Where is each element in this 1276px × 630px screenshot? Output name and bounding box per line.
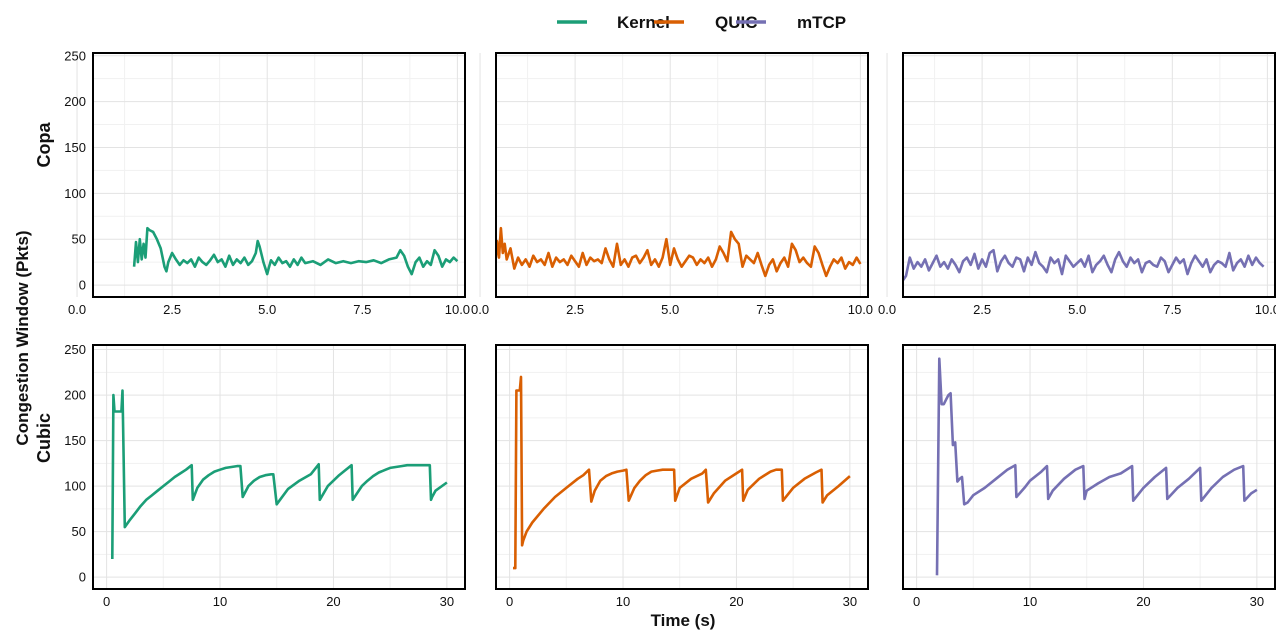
series-line-mtcp — [935, 357, 1258, 576]
y-tick-label: 200 — [64, 94, 86, 109]
x-tick-label: 0 — [913, 594, 920, 609]
panel-copa-quic: 0.0 2.5 5.0 7.5 10.0 — [471, 52, 873, 317]
y-tick-label: 200 — [64, 388, 86, 403]
y-tick-label: 50 — [72, 524, 86, 539]
x-tick-label: 20 — [1136, 594, 1150, 609]
panel-frame — [902, 52, 1276, 298]
x-tick-label: 20 — [326, 594, 340, 609]
row-label-copa: Copa — [34, 122, 54, 168]
x-tick-label: 7.5 — [1163, 302, 1181, 317]
x-axis-title: Time (s) — [651, 611, 716, 630]
x-tick-label: 7.5 — [756, 302, 774, 317]
y-tick-label: 250 — [64, 342, 86, 357]
x-tick-label: 10.0 — [1255, 302, 1276, 317]
x-tick-label: 0.0 — [878, 302, 896, 317]
x-tick-label: 7.5 — [353, 302, 371, 317]
x-tick-label: 10 — [213, 594, 227, 609]
legend: Kernel QUIC mTCP — [557, 13, 846, 32]
panel-copa-mtcp: 0.0 2.5 5.0 7.5 10.0 — [878, 52, 1276, 317]
x-tick-label: 5.0 — [661, 302, 679, 317]
x-tick-label: 10.0 — [848, 302, 873, 317]
y-tick-label: 150 — [64, 140, 86, 155]
x-tick-label: 5.0 — [1068, 302, 1086, 317]
panel-cubic-kernel: 0 10 20 30 0 50 100 150 200 250 — [64, 342, 466, 609]
series-line-quic — [496, 226, 862, 278]
x-tick-label: 0.0 — [471, 302, 489, 317]
y-tick-label: 100 — [64, 186, 86, 201]
panel-frame — [92, 344, 466, 590]
x-tick-label: 30 — [440, 594, 454, 609]
legend-item-mtcp: mTCP — [736, 13, 846, 32]
x-tick-label: 0 — [103, 594, 110, 609]
series-line-mtcp — [903, 248, 1265, 283]
series-line-kernel — [111, 389, 448, 560]
y-tick-label: 250 — [64, 48, 86, 63]
panel-copa-kernel: 0.0 2.5 5.0 7.5 10.0 0 50 100 150 200 250 — [64, 48, 470, 317]
x-tick-label: 10 — [616, 594, 630, 609]
x-tick-label: 30 — [1250, 594, 1264, 609]
panel-cubic-quic: 0 10 20 30 — [495, 344, 869, 609]
x-tick-label: 2.5 — [566, 302, 584, 317]
x-tick-label: 10.0 — [445, 302, 470, 317]
x-tick-label: 2.5 — [163, 302, 181, 317]
legend-label: Kernel — [617, 13, 670, 32]
x-tick-label: 2.5 — [973, 302, 991, 317]
y-tick-label: 0 — [79, 570, 86, 585]
panel-frame — [92, 52, 466, 298]
y-tick-label: 0 — [79, 278, 86, 293]
panel-cubic-mtcp: 0 10 20 30 — [902, 344, 1276, 609]
legend-label: mTCP — [797, 13, 846, 32]
x-tick-label: 0.0 — [68, 302, 86, 317]
y-tick-label: 150 — [64, 433, 86, 448]
series-line-kernel — [132, 226, 459, 276]
y-tick-label: 100 — [64, 479, 86, 494]
x-tick-label: 10 — [1023, 594, 1037, 609]
panel-frame — [495, 52, 869, 298]
y-tick-label: 50 — [72, 232, 86, 247]
series-line-quic — [513, 375, 851, 570]
x-tick-label: 5.0 — [258, 302, 276, 317]
legend-item-kernel: Kernel — [557, 13, 670, 32]
row-label-cubic: Cubic — [34, 413, 54, 463]
x-tick-label: 30 — [843, 594, 857, 609]
y-axis-title: Congestion Window (Pkts) — [13, 230, 32, 445]
panel-frame — [495, 344, 869, 590]
x-tick-label: 0 — [506, 594, 513, 609]
panel-frame — [902, 344, 1276, 590]
x-tick-label: 20 — [729, 594, 743, 609]
